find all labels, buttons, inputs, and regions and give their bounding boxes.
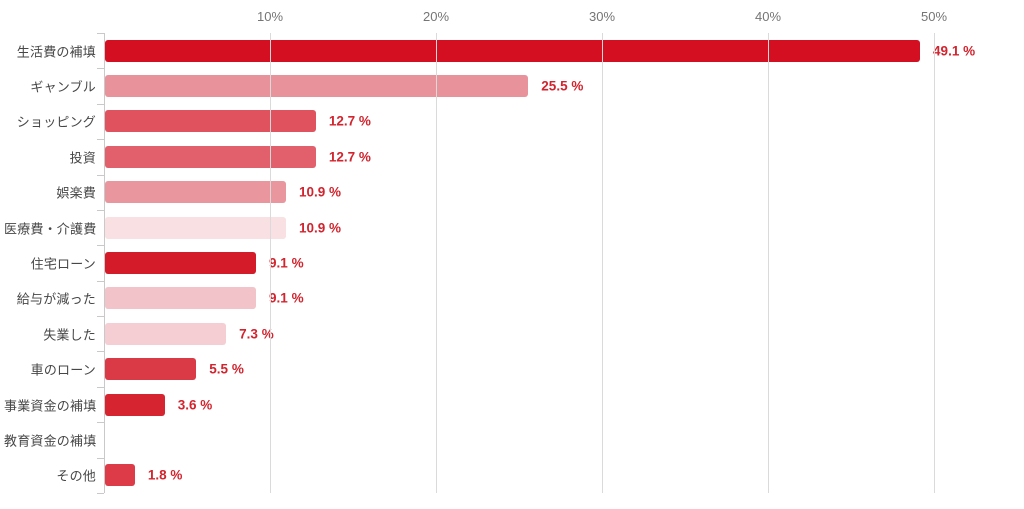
bar [105,216,286,239]
bar [105,358,197,381]
gridline [602,33,603,493]
value-label: 1.8 % [147,467,183,483]
value-label: 12.7 % [328,113,371,129]
y-axis-tick-mark [97,209,104,211]
bar-row: 給与が減った 9.1 % [17,281,1010,316]
bar [105,393,165,416]
bar-row: 教育資金の補填 [4,422,1010,457]
y-axis-tick-mark [97,280,104,282]
category-label: 教育資金の補填 [4,433,97,449]
y-axis-tick-mark [97,103,104,105]
x-axis-tick-label: 50% [920,9,948,24]
category-label: その他 [56,468,96,484]
value-label: 10.9 % [298,184,341,200]
y-axis-tick-mark [97,174,104,176]
bar [105,110,316,133]
y-axis-tick-mark [97,33,104,34]
x-axis-tick-label: 10% [256,9,284,24]
bar-row: 事業資金の補填 3.6 % [4,387,1010,422]
y-axis-tick-mark [97,386,104,388]
y-axis-tick-mark [97,351,104,353]
bar [105,181,286,204]
bar [105,252,257,275]
category-label: 給与が減った [16,291,96,307]
bar-row: 車のローン 5.5 % [31,352,1010,387]
category-label: 住宅ローン [30,256,96,272]
bar-row: 投資 12.7 % [70,139,1010,174]
category-label: ショッピング [16,114,96,130]
bar-row: 娯楽費 10.9 % [56,175,1010,210]
x-axis-tick-label: 30% [588,9,616,24]
value-label: 10.9 % [298,220,341,236]
bar [105,287,257,310]
bar-row: 住宅ローン 9.1 % [31,245,1010,280]
y-axis-tick-mark [97,493,104,494]
plot-area: 生活費の補填 49.1 % ギャンブル 25.5 % ショッピング 12.7 % 投資 12.… [4,9,1010,494]
bar [105,464,135,487]
bar [105,39,921,62]
value-label: 3.6 % [177,397,213,413]
bar-row: 生活費の補填 49.1 % [17,33,1010,68]
bar [105,145,316,168]
category-label: 車のローン [30,362,96,378]
bar-row: ギャンブル 25.5 % [30,68,1010,103]
y-axis-tick-mark [97,457,104,459]
gridline [270,33,271,493]
value-label: 25.5 % [541,78,584,94]
y-axis-tick-mark [97,139,104,141]
category-label: 失業した [43,327,96,343]
gridline [934,33,935,493]
x-axis-tick-label: 20% [422,9,450,24]
category-label: ギャンブル [30,79,96,95]
y-axis-line [104,33,105,493]
bar-row: ショッピング 12.7 % [17,104,1010,139]
bar [105,322,227,345]
bar-rows: 生活費の補填 49.1 % ギャンブル 25.5 % ショッピング 12.7 % 投資 12.… [4,33,1010,493]
gridline [768,33,769,493]
value-label: 9.1 % [269,255,304,271]
value-label: 49.1 % [933,43,976,59]
bar-row: 失業した 7.3 % [43,316,1010,351]
y-axis-tick-mark [97,422,104,424]
x-axis-tick-label: 40% [754,9,782,24]
category-label: 医療費・介護費 [4,221,97,237]
bar-row: 医療費・介護費 10.9 % [4,210,1010,245]
value-label: 9.1 % [269,290,304,306]
bar [105,75,529,98]
y-axis-tick-mark [97,316,104,318]
category-label: 事業資金の補填 [4,398,97,414]
value-label: 12.7 % [328,149,371,165]
gridline [436,33,437,493]
category-label: 投資 [69,150,96,166]
y-axis-tick-mark [97,245,104,247]
value-label: 7.3 % [239,326,274,342]
y-axis-tick-mark [97,68,104,70]
category-label: 娯楽費 [56,185,96,201]
bar-row: その他 1.8 % [56,458,1010,493]
value-label: 5.5 % [209,361,244,377]
category-label: 生活費の補填 [16,44,96,60]
